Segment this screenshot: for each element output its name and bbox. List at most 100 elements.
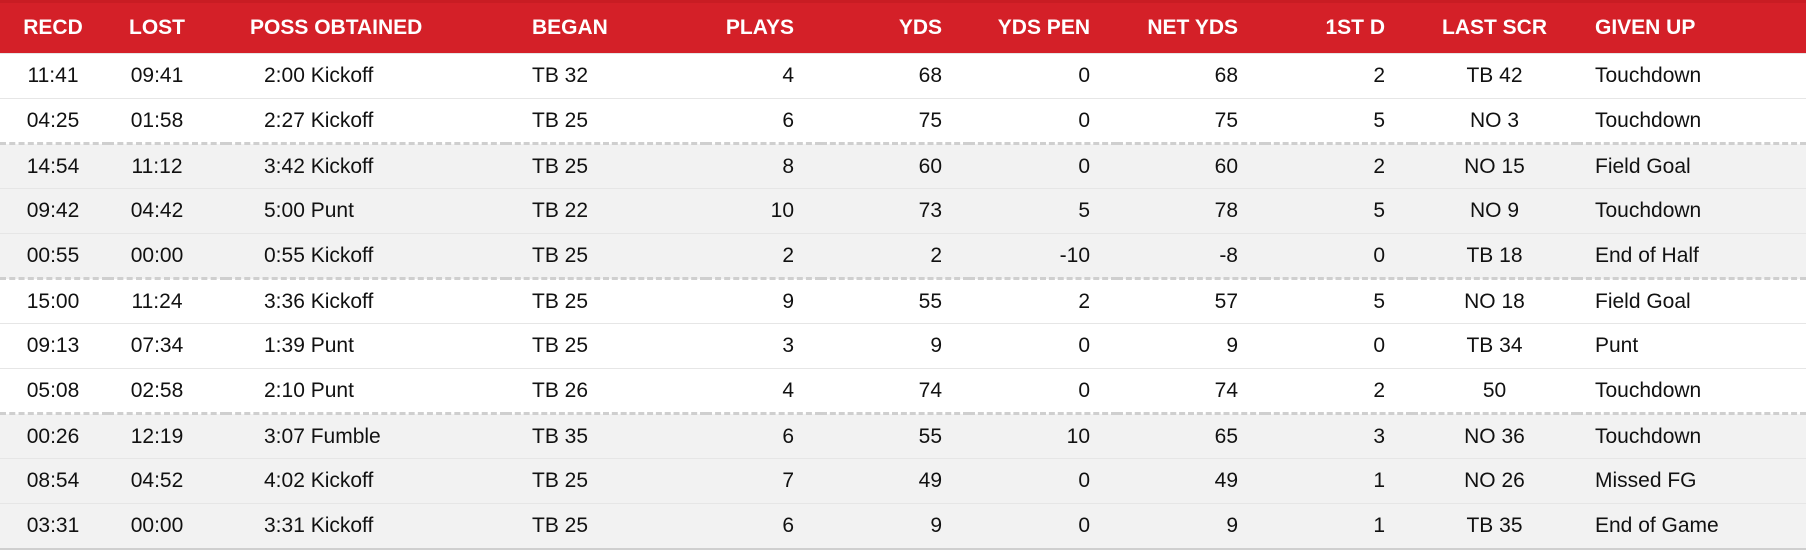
- header-lost[interactable]: LOST: [108, 0, 226, 54]
- cell-recd: 08:54: [0, 458, 108, 504]
- cell-given-up: Missed FG: [1577, 458, 1806, 504]
- cell-given-up: Touchdown: [1577, 188, 1806, 234]
- cell-given-up: Touchdown: [1577, 53, 1806, 99]
- cell-last-scr: TB 35: [1412, 503, 1577, 550]
- cell-began: TB 25: [506, 277, 706, 324]
- cell-first-downs: 3: [1265, 412, 1412, 459]
- cell-given-up: End of Half: [1577, 233, 1806, 279]
- cell-plays: 6: [706, 412, 821, 459]
- cell-yds-pen: 0: [969, 503, 1117, 550]
- cell-lost: 02:58: [108, 368, 226, 414]
- cell-began: TB 25: [506, 323, 706, 369]
- cell-first-downs: 5: [1265, 188, 1412, 234]
- cell-began: TB 25: [506, 233, 706, 279]
- header-plays[interactable]: PLAYS: [706, 0, 821, 54]
- cell-plays: 6: [706, 98, 821, 144]
- cell-poss-obtained: 2:00 Kickoff: [226, 53, 506, 99]
- cell-recd: 00:26: [0, 412, 108, 459]
- table-row: 09:13 07:34 1:39 Punt TB 25 3 9 0 9 0 TB…: [0, 323, 1806, 369]
- cell-last-scr: TB 18: [1412, 233, 1577, 279]
- table-row: 04:25 01:58 2:27 Kickoff TB 25 6 75 0 75…: [0, 98, 1806, 144]
- cell-last-scr: TB 42: [1412, 53, 1577, 99]
- table-row: 05:08 02:58 2:10 Punt TB 26 4 74 0 74 2 …: [0, 368, 1806, 414]
- table-row: 00:55 00:00 0:55 Kickoff TB 25 2 2 -10 -…: [0, 233, 1806, 279]
- cell-given-up: Punt: [1577, 323, 1806, 369]
- header-row: RECD LOST POSS OBTAINED BEGAN PLAYS YDS …: [0, 0, 1806, 54]
- cell-lost: 09:41: [108, 53, 226, 99]
- table-row: 11:41 09:41 2:00 Kickoff TB 32 4 68 0 68…: [0, 53, 1806, 99]
- header-began[interactable]: BEGAN: [506, 0, 706, 54]
- cell-given-up: Touchdown: [1577, 368, 1806, 414]
- cell-recd: 03:31: [0, 503, 108, 550]
- table-row: 14:54 11:12 3:42 Kickoff TB 25 8 60 0 60…: [0, 142, 1806, 189]
- cell-first-downs: 2: [1265, 142, 1412, 189]
- table-header: RECD LOST POSS OBTAINED BEGAN PLAYS YDS …: [0, 0, 1806, 54]
- cell-first-downs: 2: [1265, 53, 1412, 99]
- cell-net-yds: 57: [1117, 277, 1265, 324]
- cell-given-up: Touchdown: [1577, 98, 1806, 144]
- table-body: 11:41 09:41 2:00 Kickoff TB 32 4 68 0 68…: [0, 53, 1806, 550]
- cell-recd: 00:55: [0, 233, 108, 279]
- cell-net-yds: 68: [1117, 53, 1265, 99]
- cell-net-yds: 65: [1117, 412, 1265, 459]
- header-yds[interactable]: YDS: [821, 0, 969, 54]
- header-last-scr[interactable]: LAST SCR: [1412, 0, 1577, 54]
- cell-lost: 12:19: [108, 412, 226, 459]
- cell-poss-obtained: 3:31 Kickoff: [226, 503, 506, 550]
- cell-plays: 9: [706, 277, 821, 324]
- cell-plays: 10: [706, 188, 821, 234]
- cell-first-downs: 5: [1265, 98, 1412, 144]
- cell-began: TB 26: [506, 368, 706, 414]
- cell-plays: 4: [706, 368, 821, 414]
- cell-yds: 2: [821, 233, 969, 279]
- cell-yds: 49: [821, 458, 969, 504]
- table-row: 03:31 00:00 3:31 Kickoff TB 25 6 9 0 9 1…: [0, 503, 1806, 550]
- cell-last-scr: NO 15: [1412, 142, 1577, 189]
- cell-recd: 04:25: [0, 98, 108, 144]
- cell-poss-obtained: 4:02 Kickoff: [226, 458, 506, 504]
- header-first-downs[interactable]: 1ST D: [1265, 0, 1412, 54]
- cell-given-up: Field Goal: [1577, 142, 1806, 189]
- cell-given-up: Touchdown: [1577, 412, 1806, 459]
- cell-recd: 05:08: [0, 368, 108, 414]
- cell-yds: 60: [821, 142, 969, 189]
- cell-yds: 74: [821, 368, 969, 414]
- cell-yds: 55: [821, 412, 969, 459]
- cell-recd: 11:41: [0, 53, 108, 99]
- cell-plays: 3: [706, 323, 821, 369]
- cell-poss-obtained: 2:10 Punt: [226, 368, 506, 414]
- table-row: 00:26 12:19 3:07 Fumble TB 35 6 55 10 65…: [0, 412, 1806, 459]
- cell-plays: 4: [706, 53, 821, 99]
- cell-recd: 15:00: [0, 277, 108, 324]
- cell-poss-obtained: 3:42 Kickoff: [226, 142, 506, 189]
- cell-net-yds: -8: [1117, 233, 1265, 279]
- header-given-up[interactable]: GIVEN UP: [1577, 0, 1806, 54]
- cell-yds-pen: 10: [969, 412, 1117, 459]
- cell-net-yds: 9: [1117, 503, 1265, 550]
- table-row: 09:42 04:42 5:00 Punt TB 22 10 73 5 78 5…: [0, 188, 1806, 234]
- cell-first-downs: 5: [1265, 277, 1412, 324]
- cell-yds-pen: 2: [969, 277, 1117, 324]
- cell-yds-pen: 0: [969, 142, 1117, 189]
- cell-lost: 11:24: [108, 277, 226, 324]
- cell-recd: 14:54: [0, 142, 108, 189]
- cell-poss-obtained: 0:55 Kickoff: [226, 233, 506, 279]
- cell-lost: 04:52: [108, 458, 226, 504]
- cell-net-yds: 9: [1117, 323, 1265, 369]
- cell-net-yds: 74: [1117, 368, 1265, 414]
- cell-poss-obtained: 1:39 Punt: [226, 323, 506, 369]
- cell-began: TB 35: [506, 412, 706, 459]
- header-recd[interactable]: RECD: [0, 0, 108, 54]
- cell-net-yds: 60: [1117, 142, 1265, 189]
- cell-yds: 73: [821, 188, 969, 234]
- cell-poss-obtained: 5:00 Punt: [226, 188, 506, 234]
- header-poss-obtained[interactable]: POSS OBTAINED: [226, 0, 506, 54]
- header-net-yds[interactable]: NET YDS: [1117, 0, 1265, 54]
- cell-lost: 00:00: [108, 233, 226, 279]
- cell-recd: 09:42: [0, 188, 108, 234]
- cell-net-yds: 49: [1117, 458, 1265, 504]
- header-yds-pen[interactable]: YDS PEN: [969, 0, 1117, 54]
- cell-net-yds: 78: [1117, 188, 1265, 234]
- cell-lost: 00:00: [108, 503, 226, 550]
